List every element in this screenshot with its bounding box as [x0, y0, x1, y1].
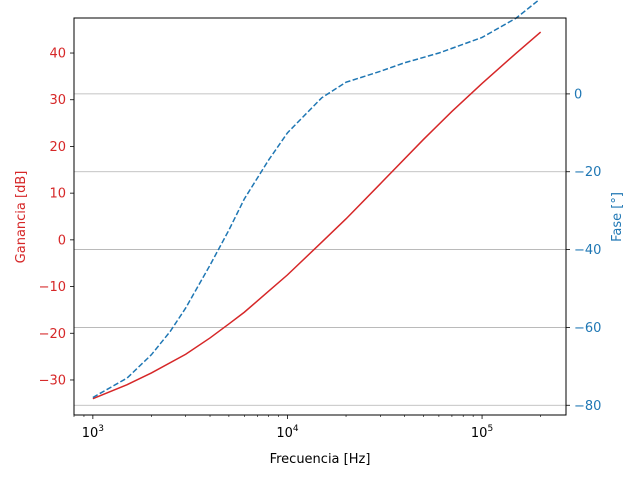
phase-series-line	[92, 0, 541, 399]
y-left-tick-label: 10	[49, 187, 66, 202]
plot-frame	[73, 17, 567, 416]
y-left-axis-ticks: −30 −20 −10 0 10 20 30 40	[39, 47, 74, 388]
y-right-tick-label: −40	[574, 243, 601, 258]
y-left-tick-label: 20	[49, 140, 66, 155]
series-layer	[92, 0, 542, 400]
y-left-tick-label: −10	[39, 280, 66, 295]
y-right-tick-label: 0	[574, 87, 582, 102]
y-right-axis-label: Fase [°]	[610, 192, 625, 242]
y-right-axis-ticks: −80 −60 −40 −20 0	[566, 87, 601, 414]
y-right-tick-label: −20	[574, 165, 601, 180]
x-tick-label: 103	[82, 424, 104, 441]
y-left-tick-label: −30	[39, 373, 66, 388]
y-left-tick-label: −20	[39, 327, 66, 342]
x-axis-label: Frecuencia [Hz]	[270, 452, 371, 467]
x-tick-label: 105	[471, 424, 493, 441]
y-left-tick-label: 40	[49, 47, 66, 62]
x-axis-ticks: 103 104 105	[73, 415, 541, 441]
grid-layer	[74, 93, 566, 406]
x-tick-label: 104	[276, 424, 299, 441]
y-left-tick-label: 0	[58, 233, 66, 248]
y-left-axis-label: Ganancia [dB]	[14, 171, 29, 264]
y-left-tick-label: 30	[49, 93, 66, 108]
y-right-tick-label: −80	[574, 399, 601, 414]
gain-series-line	[92, 31, 542, 400]
y-right-tick-label: −60	[574, 321, 601, 336]
